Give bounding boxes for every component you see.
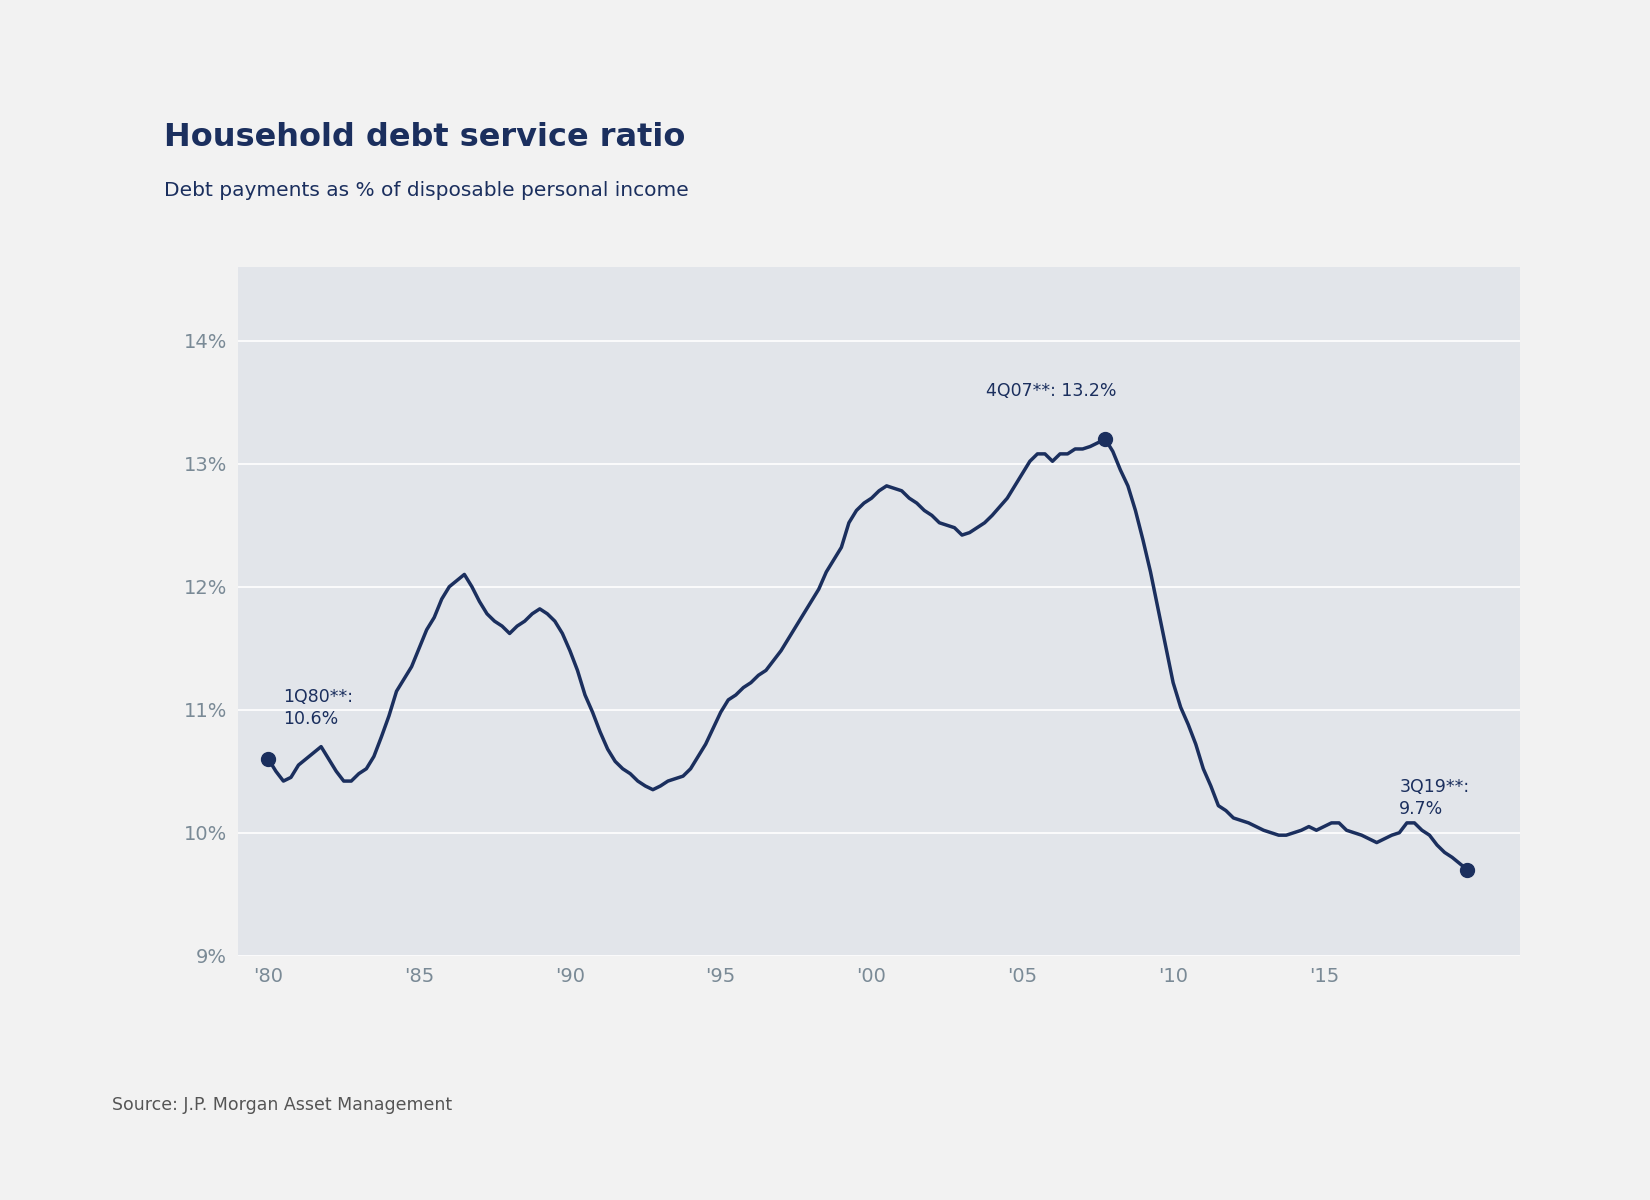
- Text: 3Q19**:
9.7%: 3Q19**: 9.7%: [1399, 778, 1470, 818]
- Text: Debt payments as % of disposable personal income: Debt payments as % of disposable persona…: [165, 181, 690, 200]
- Text: 4Q07**: 13.2%: 4Q07**: 13.2%: [987, 382, 1117, 400]
- Text: Source: J.P. Morgan Asset Management: Source: J.P. Morgan Asset Management: [112, 1096, 452, 1114]
- Text: 1Q80**:
10.6%: 1Q80**: 10.6%: [284, 688, 353, 727]
- Text: Household debt service ratio: Household debt service ratio: [165, 122, 686, 154]
